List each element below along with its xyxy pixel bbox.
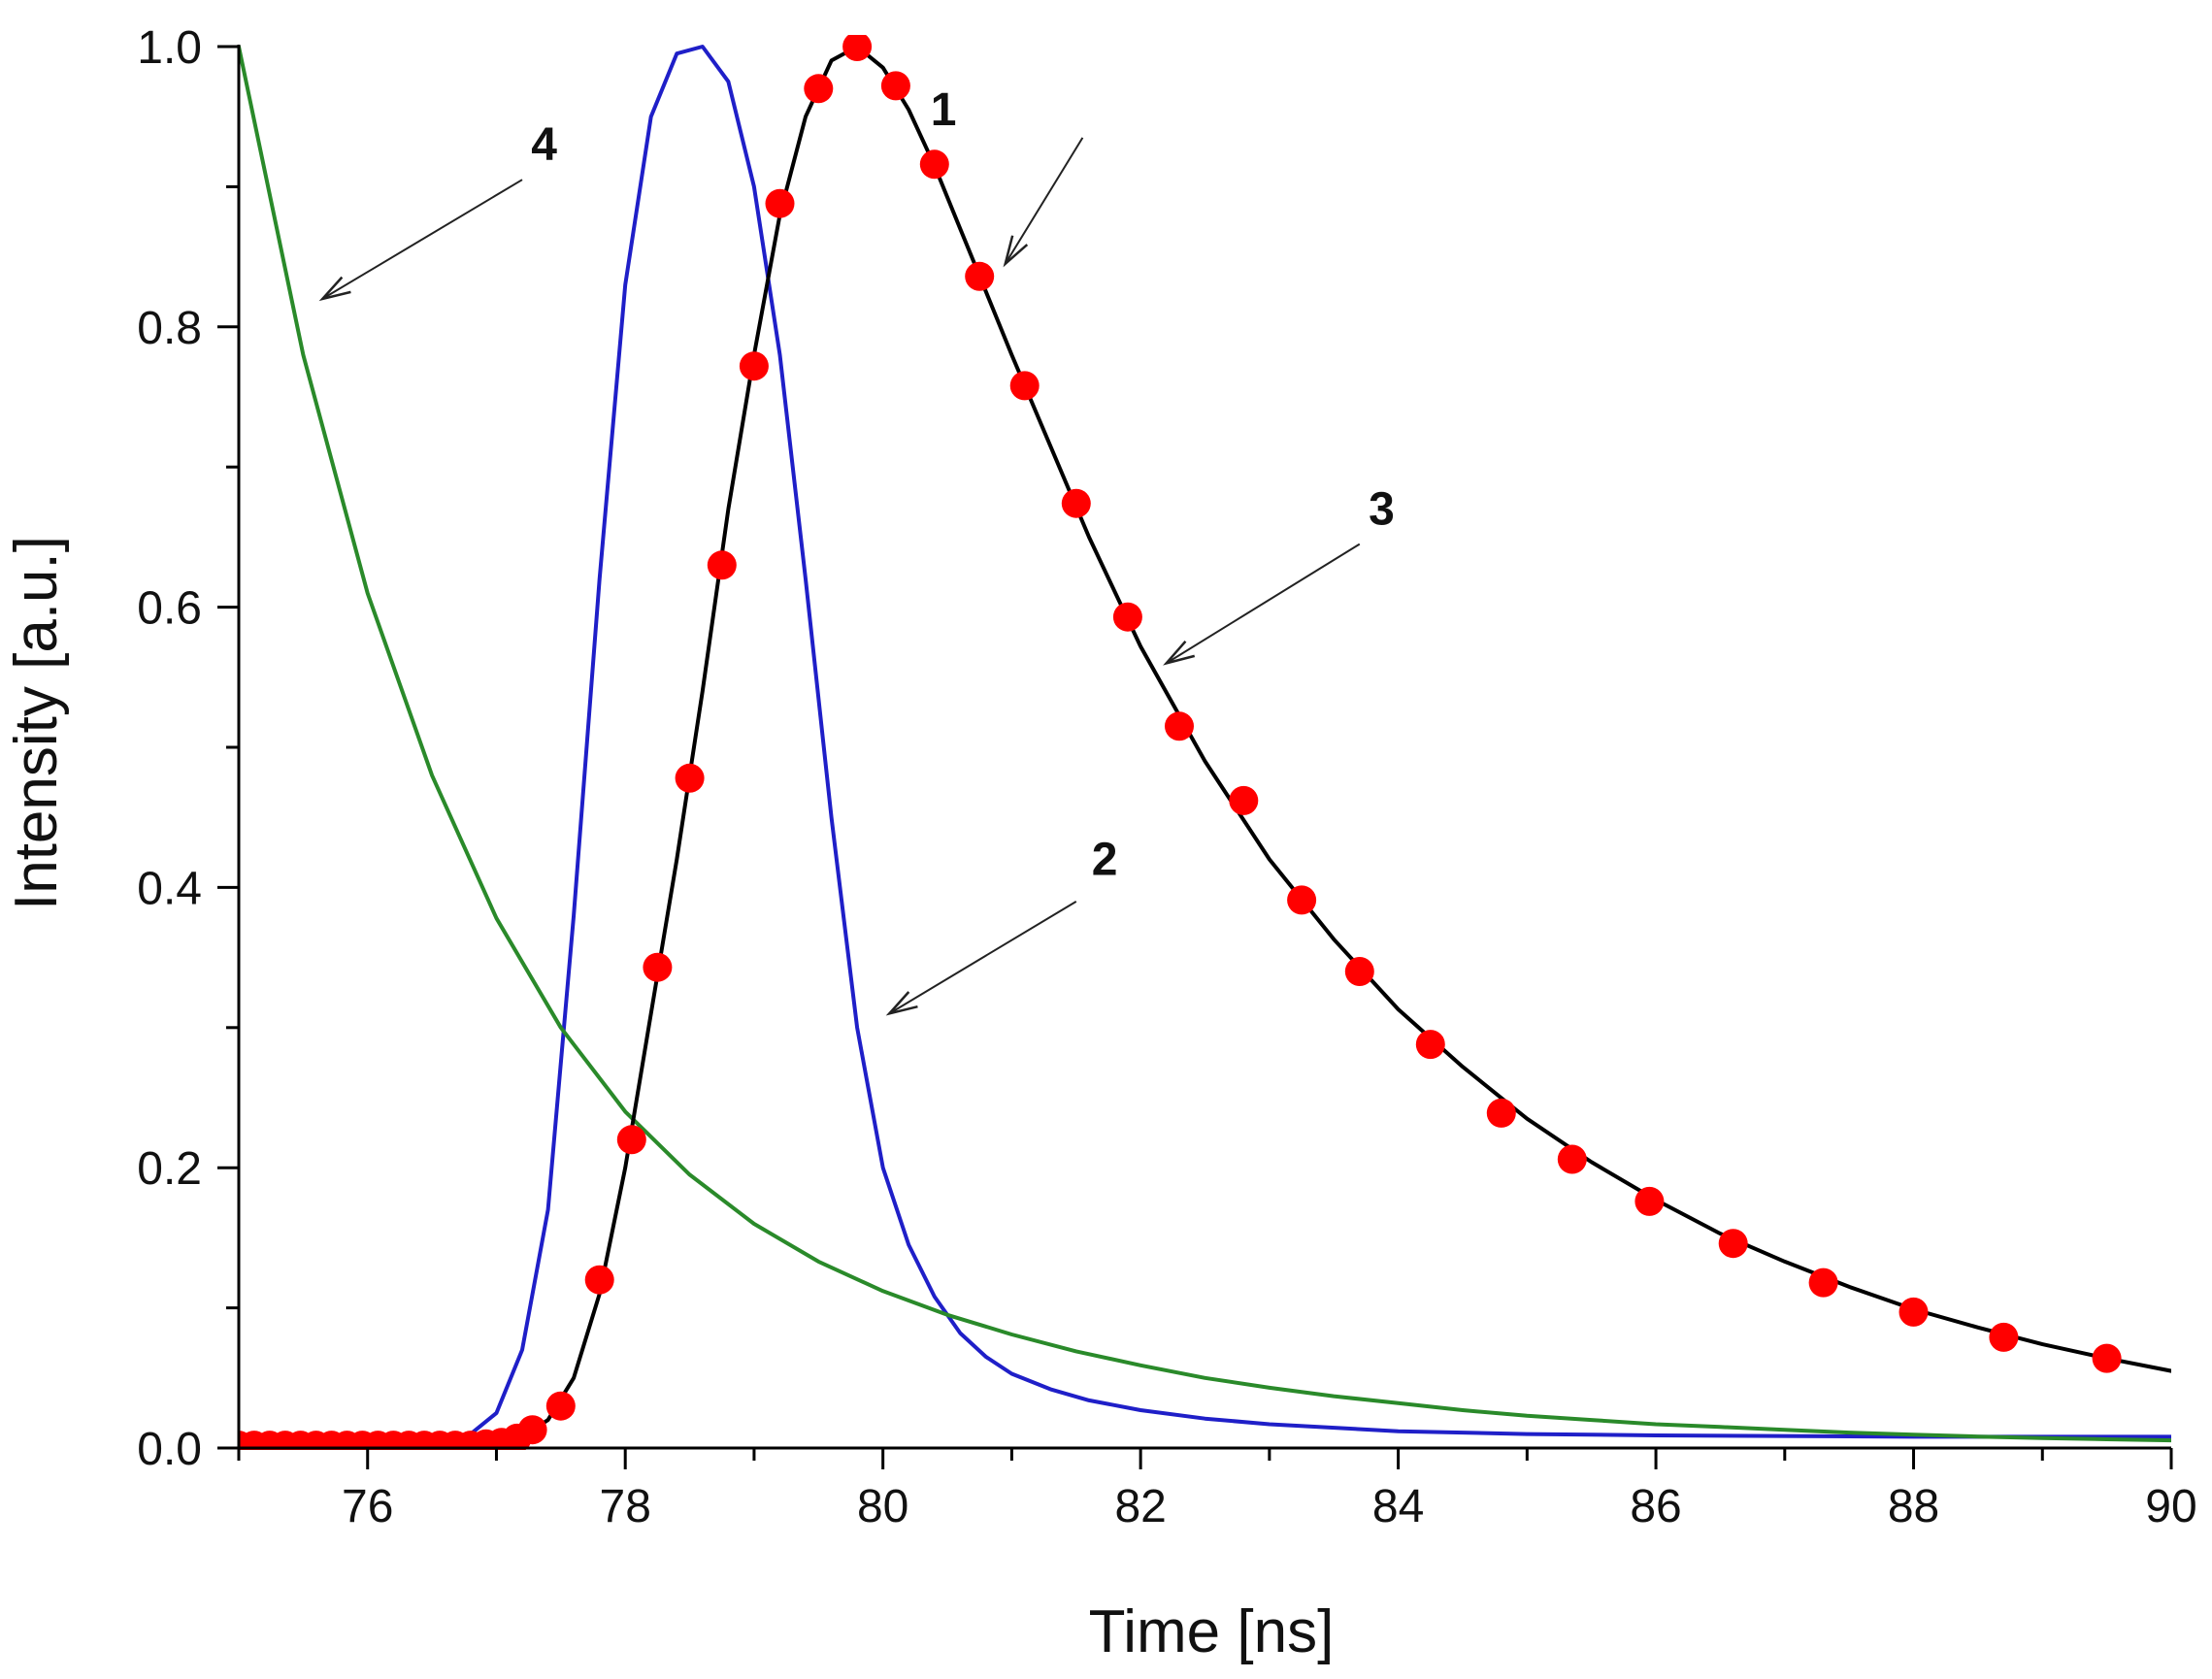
series-1-point — [517, 1415, 547, 1445]
y-tick-label: 0.6 — [137, 583, 202, 635]
annotation-arrowhead-1 — [1003, 235, 1029, 268]
annotation-arrowhead-3 — [1163, 640, 1196, 666]
y-tick-label: 0.2 — [137, 1143, 202, 1195]
series-1-point — [765, 188, 795, 218]
x-tick-label: 78 — [600, 1481, 651, 1532]
plot-area — [239, 35, 2171, 1450]
annotation-arrow-3 — [1166, 543, 1361, 665]
y-tick-label: 1.0 — [137, 22, 202, 74]
series-1-point — [1287, 885, 1317, 915]
annotation-arrow-2 — [888, 900, 1077, 1015]
series-1-point — [616, 1125, 646, 1155]
x-tick-label: 80 — [857, 1481, 908, 1532]
series-1-point — [1989, 1322, 2019, 1352]
y-tick-label: 0.4 — [137, 863, 202, 914]
series-1-point — [675, 763, 705, 793]
series-3-line — [239, 45, 2171, 1448]
series-1-point — [1061, 488, 1091, 518]
series-1-point — [1229, 785, 1259, 815]
series-1-point — [1808, 1267, 1838, 1298]
series-1-point — [1112, 602, 1142, 632]
x-tick-label: 82 — [1114, 1481, 1166, 1532]
series-1-point — [584, 1265, 614, 1295]
axes: 76 78 80 82 84 86 88 90 0.0 0.2 0.4 0.6 0.8 1.0 1 2 3 4 — [137, 22, 2196, 1532]
series-4-line — [239, 45, 2171, 1443]
series-1-point — [842, 35, 873, 61]
series-1-point — [545, 1391, 576, 1421]
series-1-point — [1344, 957, 1374, 986]
series-1-point — [1415, 1030, 1445, 1060]
annotation-arrow-4 — [321, 179, 523, 300]
annotation-label-4: 4 — [531, 119, 557, 171]
y-tick-label: 0.8 — [137, 303, 202, 354]
series-1-point — [707, 550, 737, 580]
series-1-point — [919, 149, 949, 180]
series-1-point — [739, 351, 769, 381]
series-1-point — [1634, 1186, 1665, 1216]
series-1-point — [1165, 711, 1194, 741]
y-axis-title: Intensity [a.u.] — [3, 536, 70, 910]
series-1-point — [643, 952, 673, 982]
annotation-arrowhead-4 — [318, 276, 351, 302]
series-1-point — [965, 261, 995, 291]
series-1-point — [1718, 1229, 1748, 1259]
x-tick-label: 84 — [1372, 1481, 1424, 1532]
series-1-point — [1486, 1098, 1516, 1128]
series-1-point — [804, 74, 834, 104]
series-group — [239, 35, 2171, 1450]
series-1-point — [2092, 1343, 2122, 1373]
series-1-point — [880, 71, 910, 101]
x-tick-label: 86 — [1630, 1481, 1681, 1532]
series-1-point — [1009, 371, 1040, 401]
series-1-point — [1557, 1144, 1587, 1174]
annotation-label-3: 3 — [1369, 484, 1395, 536]
series-1-point — [1898, 1297, 1929, 1327]
annotation-arrowhead-2 — [885, 991, 918, 1016]
annotation-label-1: 1 — [931, 84, 957, 136]
x-tick-label: 90 — [2145, 1481, 2196, 1532]
series-2-line — [239, 45, 2171, 1439]
annotation-label-2: 2 — [1092, 835, 1118, 886]
annotation-arrow-1 — [1004, 137, 1084, 265]
x-tick-label: 76 — [342, 1481, 393, 1532]
x-tick-label: 88 — [1888, 1481, 1939, 1532]
y-tick-label: 0.0 — [137, 1424, 202, 1475]
x-axis-title: Time [ns] — [1089, 1598, 1335, 1665]
